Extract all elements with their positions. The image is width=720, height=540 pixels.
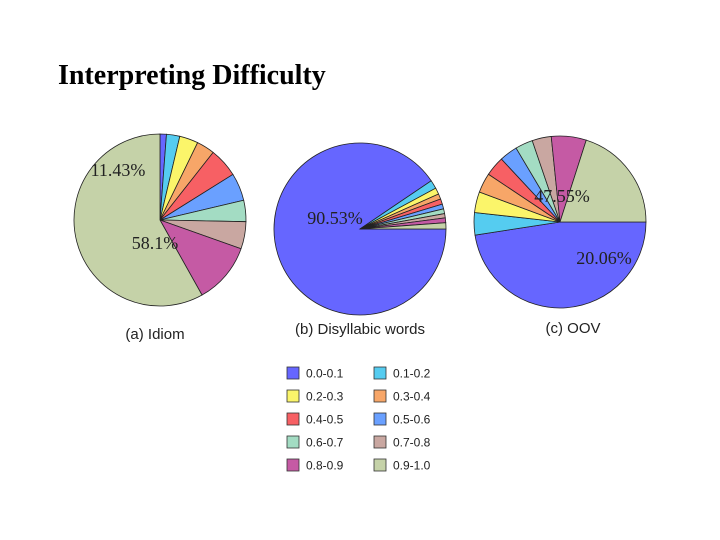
pie-2-caption: (b) Disyllabic words (295, 321, 425, 338)
pie-2-percent-label: 90.53% (307, 208, 363, 228)
legend-label-0.4-0.5: 0.4-0.5 (306, 413, 344, 427)
pie-3-percent-label: 47.55% (534, 186, 590, 206)
legend-swatch-0.6-0.7 (286, 435, 300, 449)
pie-1-percent-label: 58.1% (132, 233, 179, 253)
legend-label-0.5-0.6: 0.5-0.6 (393, 413, 431, 427)
slide-title: Interpreting Difficulty (58, 60, 326, 91)
legend-swatch-0.1-0.2 (373, 366, 387, 380)
pie-chart-1: 11.43% 58.1% (a) Idiom (73, 133, 247, 343)
pie-2-slice-0.9-1.0 (359, 222, 447, 230)
pie-1-slice-0.9-1.0 (73, 133, 203, 307)
pie-chart-2: 90.53% (b) Disyllabic words (273, 142, 447, 338)
pie-3-slice-0.0-0.1 (474, 221, 647, 309)
legend-label-0.2-0.3: 0.2-0.3 (306, 390, 344, 404)
legend-swatch-0.2-0.3 (286, 389, 300, 403)
legend-swatch-0.8-0.9 (286, 458, 300, 472)
pie-3-slice-0.9-1.0 (559, 139, 647, 223)
pie-1-percent-label: 11.43% (91, 160, 146, 180)
legend-swatch-0.7-0.8 (373, 435, 387, 449)
pie-3-caption: (c) OOV (546, 320, 601, 337)
legend-label-0.6-0.7: 0.6-0.7 (306, 436, 344, 450)
legend-label-0.0-0.1: 0.0-0.1 (306, 367, 344, 381)
pie-3-percent-label: 20.06% (576, 248, 632, 268)
legend-swatch-0.0-0.1 (286, 366, 300, 380)
legend-label-0.1-0.2: 0.1-0.2 (393, 367, 431, 381)
pie-1-caption: (a) Idiom (125, 326, 184, 343)
legend-swatch-0.5-0.6 (373, 412, 387, 426)
legend-swatch-0.4-0.5 (286, 412, 300, 426)
legend-label-0.3-0.4: 0.3-0.4 (393, 390, 431, 404)
legend-swatch-0.3-0.4 (373, 389, 387, 403)
legend-label-0.9-1.0: 0.9-1.0 (393, 459, 431, 473)
pie-chart-3: 47.55% 20.06% (c) OOV (473, 135, 647, 337)
legend-swatch-0.9-1.0 (373, 458, 387, 472)
legend: 0.0-0.1 0.1-0.2 0.2-0.3 0.3-0.4 0.4-0.5 0.5-0… (286, 366, 431, 473)
legend-label-0.7-0.8: 0.7-0.8 (393, 436, 431, 450)
legend-label-0.8-0.9: 0.8-0.9 (306, 459, 344, 473)
